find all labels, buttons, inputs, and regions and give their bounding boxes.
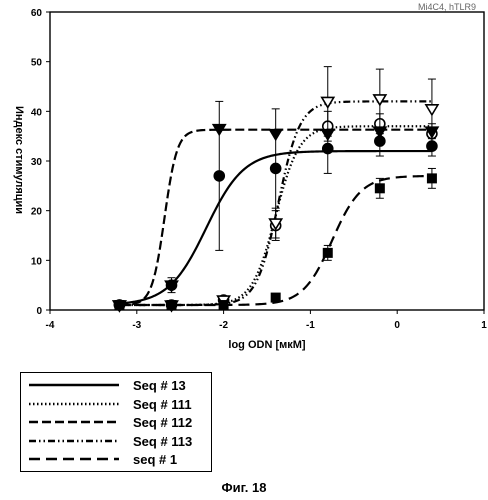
legend-item: Seq # 13 bbox=[21, 377, 211, 395]
legend: Seq # 13 Seq # 111 Seq # 112 Seq # 113 seq #… bbox=[20, 372, 212, 472]
y-axis-ticks: 0 10 20 30 40 50 60 bbox=[31, 8, 50, 317]
legend-label: Seq # 113 bbox=[133, 433, 193, 449]
x-tick-label: -1 bbox=[306, 320, 315, 331]
data-point-marker bbox=[322, 247, 333, 258]
y-tick-label: 60 bbox=[31, 8, 43, 19]
legend-item: Seq # 111 bbox=[21, 396, 211, 414]
legend-swatch bbox=[29, 439, 119, 442]
y-tick-label: 30 bbox=[31, 157, 43, 168]
data-point-marker bbox=[270, 292, 281, 303]
legend-label: Seq # 111 bbox=[133, 396, 192, 412]
y-tick-label: 50 bbox=[31, 58, 43, 69]
legend-item: Seq # 112 bbox=[21, 414, 211, 432]
plot-area bbox=[49, 11, 485, 311]
x-tick-label: -4 bbox=[46, 320, 55, 331]
series-layer bbox=[112, 66, 440, 313]
data-point-marker bbox=[211, 123, 227, 137]
data-point-marker bbox=[374, 183, 385, 194]
data-point-marker bbox=[218, 300, 229, 311]
data-point-marker bbox=[321, 142, 334, 155]
legend-item: Seq # 113 bbox=[21, 433, 211, 451]
legend-label: seq # 1 bbox=[133, 452, 178, 467]
series-2 bbox=[112, 123, 440, 313]
x-tick-label: 1 bbox=[481, 320, 487, 331]
data-point-marker bbox=[213, 170, 226, 182]
series-4 bbox=[114, 167, 437, 311]
figure-caption: Фиг. 18 bbox=[221, 480, 267, 495]
data-point-marker bbox=[268, 128, 284, 142]
data-point-marker bbox=[372, 94, 388, 107]
legend-item: seq # 1 bbox=[21, 451, 211, 469]
data-point-marker bbox=[269, 162, 282, 175]
x-tick-label: -2 bbox=[219, 320, 228, 331]
legend-swatch bbox=[29, 420, 119, 424]
x-axis-label: log ODN [мкМ] bbox=[228, 339, 306, 351]
legend-label: Seq # 112 bbox=[133, 415, 193, 430]
data-point-marker bbox=[166, 300, 177, 311]
data-point-marker bbox=[268, 218, 284, 231]
y-tick-label: 20 bbox=[31, 207, 43, 218]
legend-swatch bbox=[29, 457, 119, 461]
legend-swatch bbox=[29, 402, 119, 405]
legend-label: Seq # 13 bbox=[133, 378, 186, 393]
y-axis-label: Индекс стимуляции bbox=[13, 106, 25, 214]
x-tick-label: 0 bbox=[394, 320, 400, 331]
data-point-marker bbox=[320, 96, 336, 109]
data-point-marker bbox=[114, 300, 125, 311]
y-tick-label: 0 bbox=[36, 306, 42, 317]
y-tick-label: 40 bbox=[31, 107, 43, 118]
data-point-marker bbox=[426, 173, 437, 184]
y-tick-label: 10 bbox=[31, 256, 43, 267]
data-point-marker bbox=[164, 280, 179, 293]
legend-swatch bbox=[29, 383, 119, 387]
x-axis-ticks: -4 -3 -2 -1 0 1 bbox=[46, 310, 487, 331]
x-tick-label: -3 bbox=[132, 320, 141, 331]
chart-subtitle: Mi4C4, hTLR9 bbox=[418, 2, 476, 12]
chart: Mi4C4, hTLR9 0 10 20 30 40 50 60 -4 -3 -2 -1 0 1 lo… bbox=[13, 2, 487, 351]
data-point-marker bbox=[424, 104, 440, 117]
plot-frame bbox=[49, 11, 485, 311]
